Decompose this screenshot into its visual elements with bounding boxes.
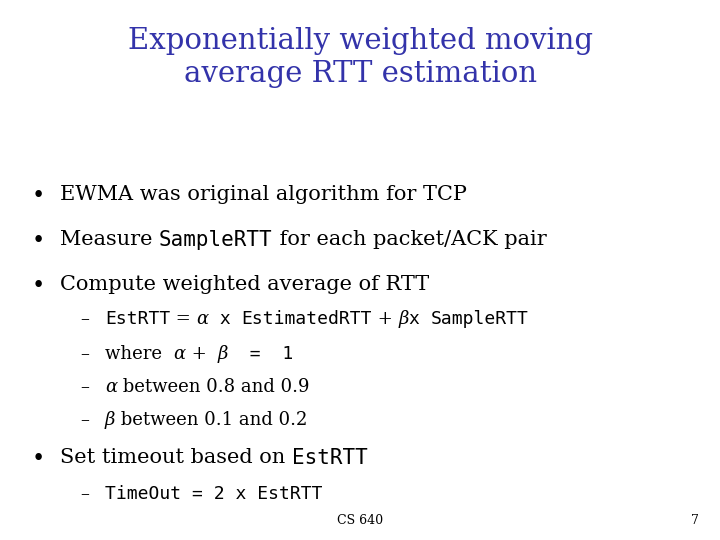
Text: 7: 7 [690,514,698,526]
Text: EstRTT: EstRTT [292,448,368,468]
Text: CS 640: CS 640 [337,514,383,526]
Text: β: β [105,411,115,429]
Text: •: • [32,185,45,207]
Text: α: α [174,345,186,363]
Text: +: + [186,345,218,363]
Text: =: = [170,310,197,328]
Text: Set timeout based on: Set timeout based on [60,448,292,467]
Text: for each packet/ACK pair: for each packet/ACK pair [273,230,546,249]
Text: –: – [81,485,89,503]
Text: +: + [372,310,398,328]
Text: •: • [32,230,45,252]
Text: –: – [81,378,89,396]
Text: β: β [218,345,228,363]
Text: •: • [32,448,45,470]
Text: –: – [81,345,89,363]
Text: α: α [105,378,117,396]
Text: Exponentially weighted moving
average RTT estimation: Exponentially weighted moving average RT… [127,27,593,89]
Text: β: β [398,310,409,328]
Text: Compute weighted average of RTT: Compute weighted average of RTT [60,275,429,294]
Text: SampleRTT: SampleRTT [159,230,273,250]
Text: x: x [209,310,241,328]
Text: =  1: = 1 [228,345,294,363]
Text: x: x [409,310,431,328]
Text: •: • [32,275,45,297]
Text: Measure: Measure [60,230,159,249]
Text: TimeOut = 2 x EstRTT: TimeOut = 2 x EstRTT [105,485,323,503]
Text: SampleRTT: SampleRTT [431,310,528,328]
Text: EWMA was original algorithm for TCP: EWMA was original algorithm for TCP [60,185,467,204]
Text: between 0.1 and 0.2: between 0.1 and 0.2 [115,411,307,429]
Text: between 0.8 and 0.9: between 0.8 and 0.9 [117,378,310,396]
Text: where: where [105,345,174,363]
Text: –: – [81,411,89,429]
Text: α: α [197,310,209,328]
Text: EstimatedRTT: EstimatedRTT [241,310,372,328]
Text: –: – [81,310,89,328]
Text: EstRTT: EstRTT [105,310,170,328]
